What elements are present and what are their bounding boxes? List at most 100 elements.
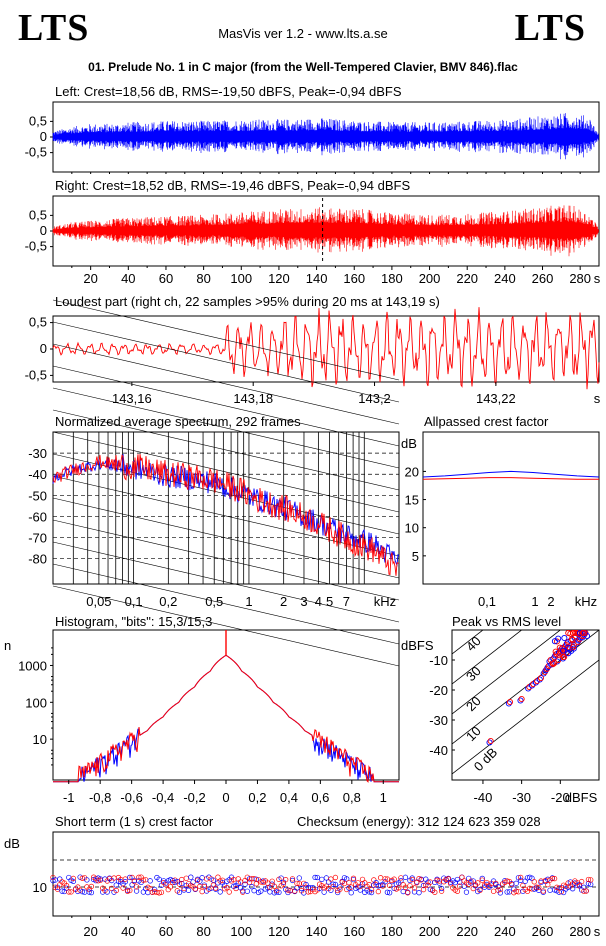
point-right-short-term-crest — [585, 876, 592, 883]
point-right-short-term-crest — [253, 881, 259, 887]
point-left-short-term-crest — [176, 889, 183, 896]
point-left-short-term-crest — [547, 887, 553, 893]
point-right-short-term-crest — [332, 874, 339, 881]
point-right-short-term-crest — [226, 889, 232, 895]
point-right-short-term-crest — [194, 877, 201, 883]
diag-spectrum — [52, 563, 400, 645]
point-left-peak-vs-rms — [542, 667, 549, 674]
point-left-short-term-crest — [249, 883, 255, 890]
point-left-short-term-crest — [522, 878, 528, 884]
ytick-peak-vs-rms: -40 — [429, 743, 448, 758]
point-right-peak-vs-rms — [487, 737, 494, 745]
xtick-right: 80 — [196, 271, 210, 286]
point-left-short-term-crest — [278, 875, 284, 881]
title-histogram: Histogram, "bits": 15,3/15,3 — [55, 614, 212, 629]
point-left-short-term-crest — [312, 874, 318, 881]
point-left-short-term-crest — [190, 879, 196, 885]
point-right-short-term-crest — [271, 883, 278, 889]
point-left-short-term-crest — [70, 878, 76, 884]
diag-peak-vs-rms — [452, 630, 599, 745]
xunit-right: s — [594, 271, 601, 286]
point-left-peak-vs-rms — [517, 697, 524, 704]
point-left-short-term-crest — [400, 888, 406, 895]
point-left-short-term-crest — [104, 889, 110, 895]
point-left-short-term-crest — [59, 888, 65, 894]
diag-spectrum — [52, 299, 400, 381]
point-right-short-term-crest — [176, 881, 183, 887]
xtick-right: 240 — [494, 271, 516, 286]
point-right-short-term-crest — [156, 890, 162, 896]
xtick-right: 160 — [343, 271, 365, 286]
xtick-right: 180 — [381, 271, 403, 286]
point-left-short-term-crest — [50, 878, 56, 884]
point-right-short-term-crest — [420, 886, 427, 893]
point-left-short-term-crest — [314, 874, 320, 881]
point-cluster-peak-vs-rms — [549, 661, 557, 668]
xtick-histogram: -0,6 — [120, 790, 142, 805]
point-left-short-term-crest — [348, 890, 354, 896]
point-right-short-term-crest — [497, 886, 503, 893]
point-left-short-term-crest — [79, 889, 86, 895]
xtick-spectrum: 4 — [315, 594, 322, 609]
point-right-short-term-crest — [382, 876, 388, 882]
xtick-histogram: -0,8 — [89, 790, 111, 805]
xtick-right: 200 — [419, 271, 441, 286]
ytick-loudest: -0,5 — [25, 367, 47, 382]
xtick-short-term-crest: 260 — [532, 924, 554, 939]
diag-label-peak-vs-rms: 40 — [463, 633, 484, 654]
point-right-short-term-crest — [224, 884, 230, 891]
point-right-peak-vs-rms — [506, 698, 514, 706]
xunit-spectrum: kHz — [374, 594, 396, 609]
point-cluster-peak-vs-rms — [552, 648, 559, 655]
point-left-short-term-crest — [276, 889, 282, 895]
point-right-short-term-crest — [386, 882, 393, 889]
point-left-short-term-crest — [409, 875, 415, 881]
point-left-short-term-crest — [470, 878, 476, 884]
xtick-short-term-crest: 20 — [83, 924, 97, 939]
xtick-histogram: -0,2 — [183, 790, 205, 805]
ytick-spectrum: -30 — [28, 446, 47, 461]
point-cluster-peak-vs-rms — [570, 644, 577, 651]
point-left-peak-vs-rms — [573, 640, 580, 647]
point-right-short-term-crest — [490, 888, 497, 894]
ytick-histogram: 100 — [25, 695, 47, 710]
point-right-short-term-crest — [113, 887, 119, 894]
ytick-left: -0,5 — [25, 145, 47, 160]
point-cluster-peak-vs-rms — [569, 636, 576, 644]
point-cluster-peak-vs-rms — [553, 638, 561, 645]
ytick-allpassed: 15 — [405, 493, 419, 508]
xtick-short-term-crest: 220 — [456, 924, 478, 939]
title-spectrum: Normalized average spectrum, 292 frames — [55, 414, 301, 429]
waveform-loudest — [52, 307, 600, 390]
point-cluster-peak-vs-rms — [569, 630, 577, 637]
point-left-short-term-crest — [504, 889, 510, 895]
point-right-short-term-crest — [545, 882, 551, 888]
xtick-spectrum: 7 — [343, 594, 350, 609]
point-left-peak-vs-rms — [486, 739, 493, 746]
ytick-left: 0 — [40, 129, 47, 144]
point-right-short-term-crest — [63, 883, 70, 889]
xtick-short-term-crest: 180 — [381, 924, 403, 939]
xtick-loudest: 143,16 — [112, 391, 152, 406]
point-left-short-term-crest — [188, 874, 194, 880]
xtick-histogram: 0,2 — [248, 790, 266, 805]
point-right-short-term-crest — [513, 888, 519, 894]
diag-peak-vs-rms — [452, 630, 561, 715]
diag-spectrum — [52, 541, 400, 623]
xtick-histogram: -0,4 — [152, 790, 174, 805]
ytick-peak-vs-rms: -30 — [429, 713, 448, 728]
xtick-right: 260 — [532, 271, 554, 286]
diag-spectrum — [52, 431, 400, 513]
xtick-histogram: 1 — [380, 790, 387, 805]
logo-right: LTS — [514, 7, 586, 49]
point-right-short-term-crest — [70, 875, 76, 882]
point-right-short-term-crest — [407, 883, 413, 889]
xtick-short-term-crest: 60 — [159, 924, 173, 939]
ytick-right: 0,5 — [29, 207, 47, 222]
point-right-short-term-crest — [549, 875, 555, 882]
point-right-short-term-crest — [140, 877, 147, 883]
point-right-short-term-crest — [398, 875, 404, 881]
point-right-short-term-crest — [68, 889, 74, 895]
point-left-short-term-crest — [127, 874, 133, 881]
